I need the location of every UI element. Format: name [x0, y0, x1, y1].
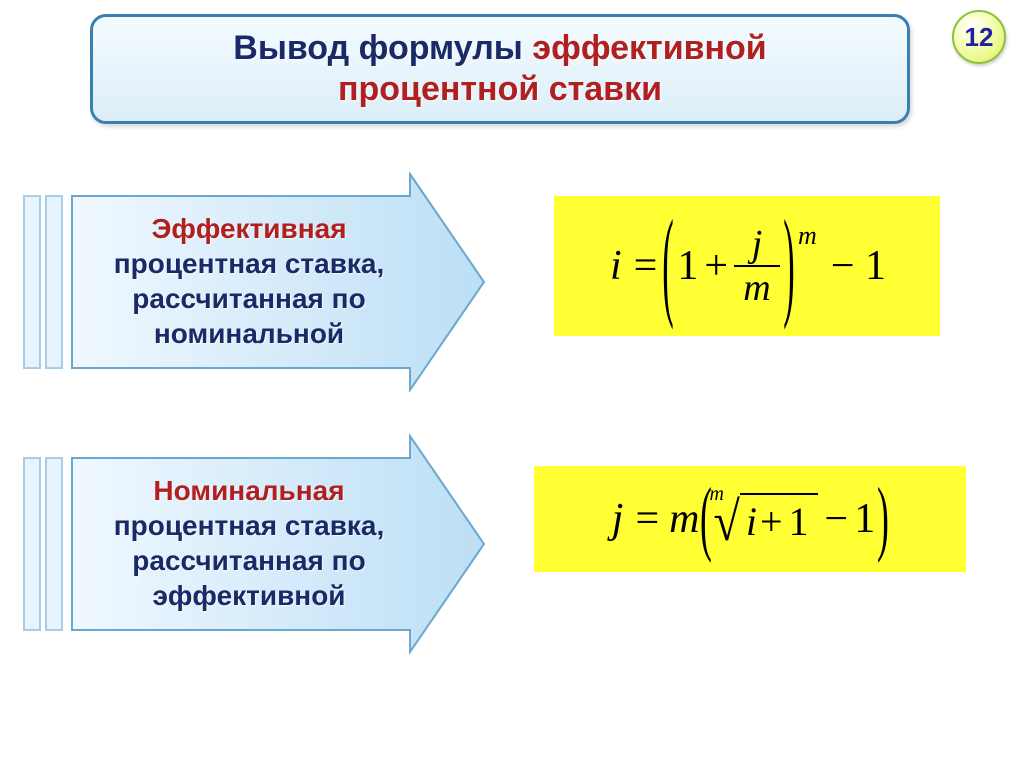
arrow1-line1: процентная ставка, [114, 246, 385, 281]
arrow2-line2: рассчитанная по [132, 543, 365, 578]
f2-tail-const: 1 [854, 495, 875, 543]
f1-minus: − [831, 243, 855, 289]
slide-title-box: Вывод формулы эффективной процентной ста… [90, 14, 910, 124]
f1-one: 1 [677, 242, 698, 290]
f1-exponent: m [798, 221, 817, 251]
f1-numerator: j [746, 223, 769, 265]
arrow1-em: Эффективная [151, 213, 346, 244]
arrow1-line3: номинальной [154, 316, 344, 351]
formula2-content: j = m ( m √ i + 1 − 1 ) [604, 493, 896, 545]
arrow1-text: Эффективная процентная ставка, рассчитан… [86, 190, 412, 372]
equals-sign: = [635, 495, 659, 543]
paren-group: ( 1 + j m ) [663, 223, 794, 309]
arrow1-line2: рассчитанная по [132, 281, 365, 316]
page-number-badge: 12 [952, 10, 1006, 64]
fraction: j m [734, 223, 780, 309]
slide-title-line1: Вывод формулы эффективной [233, 28, 766, 69]
slide-title-line2: процентной ставки [338, 69, 662, 110]
formula1-content: i = ( 1 + j m ) m − 1 [598, 221, 896, 311]
arrow2-text: Номинальная процентная ставка, рассчитан… [86, 452, 412, 634]
f2-minus: − [825, 495, 849, 543]
f1-tail-const: 1 [865, 243, 886, 289]
arrow2-line1: процентная ставка, [114, 508, 385, 543]
radical-icon: √ [713, 495, 739, 550]
root-group: m √ i + 1 [713, 493, 817, 545]
title-em-2: процентной ставки [338, 70, 662, 108]
left-paren-icon: ( [663, 205, 674, 327]
f1-lhs: i [610, 242, 622, 290]
arrow2-line3: эффективной [152, 578, 345, 613]
right-paren-icon: ) [783, 205, 794, 327]
formula-nominal-from-effective: j = m ( m √ i + 1 − 1 ) [534, 466, 966, 572]
f1-tail: − 1 [831, 242, 886, 290]
right-paren-icon: ) [877, 477, 889, 561]
f2-radicand: i + 1 [740, 493, 818, 545]
f1-denominator: m [737, 267, 776, 309]
title-em-1: эффективной [532, 29, 766, 67]
f2-coef: m [669, 495, 699, 543]
arrow2-em: Номинальная [153, 475, 344, 506]
arrow-effective-rate: Эффективная процентная ставка, рассчитан… [22, 172, 488, 392]
f2-lhs: j [612, 495, 624, 543]
f1-plus: + [704, 242, 728, 290]
equals-sign: = [634, 242, 658, 290]
f2-radicand-var: i [746, 498, 757, 545]
page-number: 12 [965, 22, 994, 53]
title-plain: Вывод формулы [233, 29, 532, 67]
f2-plus: + [760, 498, 783, 545]
arrow-nominal-rate: Номинальная процентная ставка, рассчитан… [22, 434, 488, 654]
formula-effective-from-nominal: i = ( 1 + j m ) m − 1 [554, 196, 940, 336]
f2-radicand-const: 1 [789, 498, 809, 545]
f1-inside: 1 + j m [677, 223, 780, 309]
